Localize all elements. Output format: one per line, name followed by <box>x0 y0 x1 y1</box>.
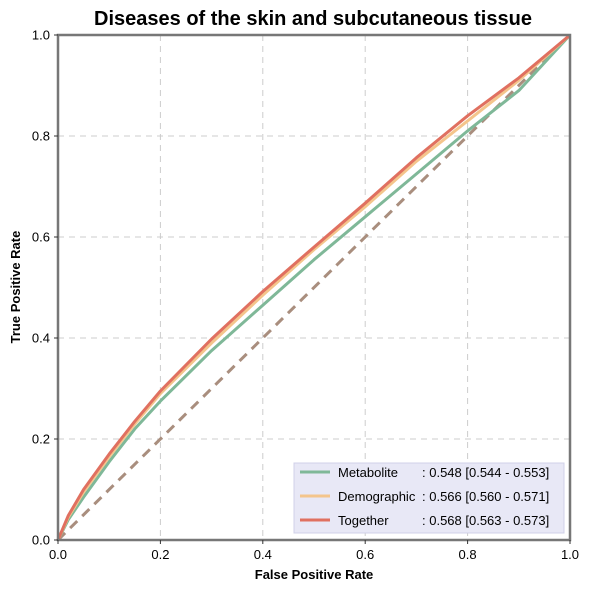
legend-box <box>293 462 565 534</box>
x-tick-label: 0.0 <box>49 547 67 562</box>
x-tick-label: 0.8 <box>459 547 477 562</box>
legend-stat-metabolite: : 0.548 [0.544 - 0.553] <box>422 465 549 480</box>
x-axis-label: False Positive Rate <box>255 567 374 582</box>
legend-stat-together: : 0.568 [0.563 - 0.573] <box>422 513 549 528</box>
legend-name-together: Together <box>338 513 389 528</box>
plot-frame <box>56 33 572 542</box>
y-tick-label: 0.6 <box>32 230 50 245</box>
y-tick-label: 0.4 <box>32 331 50 346</box>
grid-lines <box>58 35 570 540</box>
x-tick-label: 1.0 <box>561 547 579 562</box>
y-tick-label: 0.8 <box>32 129 50 144</box>
legend-stat-demographic: : 0.566 [0.560 - 0.571] <box>422 489 549 504</box>
y-tick-label: 1.0 <box>32 28 50 43</box>
series-line-metabolite <box>56 33 572 541</box>
chart-title: Diseases of the skin and subcutaneous ti… <box>94 8 532 30</box>
y-tick-label: 0.0 <box>32 533 50 548</box>
x-tick-label: 0.2 <box>151 547 169 562</box>
legend: Metabolite : 0.548 [0.544 - 0.553] Demog… <box>293 462 565 534</box>
legend-name-metabolite: Metabolite <box>338 465 398 480</box>
legend-name-demographic: Demographic <box>338 489 416 504</box>
x-tick-label: 0.6 <box>356 547 374 562</box>
tick-labels: 0.0 0.2 0.4 0.6 0.8 1.0 0.0 0.2 0.4 0.6 0.8 1.0 <box>32 28 579 563</box>
y-axis-label: True Positive Rate <box>8 231 23 344</box>
series-line-together <box>56 33 571 541</box>
x-tick-label: 0.4 <box>254 547 272 562</box>
series-layer <box>56 33 572 542</box>
y-tick-label: 0.2 <box>32 432 50 447</box>
